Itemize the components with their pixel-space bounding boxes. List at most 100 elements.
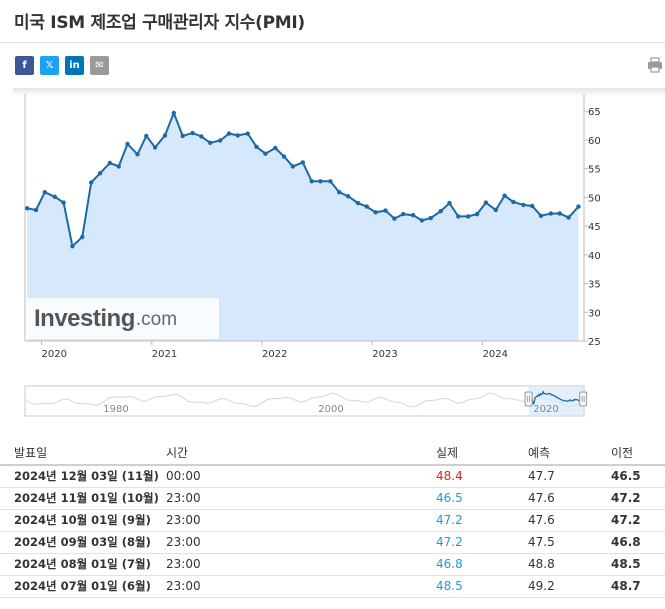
- data-point: [493, 207, 498, 213]
- data-point: [218, 138, 223, 143]
- data-point: [466, 214, 471, 219]
- previous-value: 47.2: [611, 487, 665, 510]
- navigator-label: 2000: [318, 404, 343, 415]
- header-release-date[interactable]: 발표일: [0, 440, 166, 466]
- data-point: [383, 208, 388, 213]
- data-point: [152, 145, 158, 150]
- y-tick-label: 30: [588, 308, 601, 319]
- forecast-value: 47.5: [528, 531, 611, 554]
- data-point: [190, 130, 195, 136]
- data-point: [355, 200, 361, 206]
- data-point: [97, 171, 103, 176]
- chart-container[interactable]: 65 60 55 50 45 40 35 30 25 2020 2021 2022 2023 2024 19…: [13, 88, 665, 428]
- data-point: [447, 200, 452, 206]
- data-point: [199, 134, 204, 139]
- linkedin-share-button[interactable]: in: [65, 56, 84, 75]
- x-tick-label: 2020: [42, 349, 67, 360]
- release-time: 23:00: [166, 531, 436, 554]
- data-point: [566, 215, 571, 220]
- release-date: 2024년 08월 01일 (7월): [0, 553, 166, 576]
- series-area: [27, 113, 579, 341]
- y-tick-label: 65: [588, 107, 601, 118]
- release-time: 23:00: [166, 509, 436, 532]
- data-point: [208, 140, 213, 145]
- navigator-label: 1980: [103, 404, 128, 415]
- data-point: [171, 110, 176, 116]
- y-tick-label: 45: [588, 222, 601, 233]
- forecast-value: 48.8: [528, 553, 611, 576]
- navigator-left-handle[interactable]: [524, 391, 533, 407]
- table-row: 2024년 12월 03일 (11월) 00:00 48.4 47.7 46.5: [0, 465, 665, 488]
- header-previous[interactable]: 이전: [611, 440, 665, 466]
- release-date: 2024년 10월 01일 (9월): [0, 509, 166, 532]
- actual-value: 48.5: [436, 575, 528, 598]
- data-point: [364, 204, 369, 209]
- forecast-value: 49.2: [528, 575, 611, 598]
- data-point: [502, 193, 507, 198]
- data-point: [42, 190, 47, 195]
- y-tick-label: 55: [588, 165, 601, 176]
- navigator-history-line: [25, 392, 584, 408]
- facebook-icon: f: [22, 60, 27, 71]
- previous-value: 48.5: [611, 553, 665, 576]
- data-point: [107, 160, 113, 166]
- data-point: [474, 211, 480, 217]
- navigator-right-handle[interactable]: [579, 391, 588, 407]
- email-share-button[interactable]: ✉: [90, 56, 109, 75]
- data-point: [180, 133, 185, 139]
- actual-value: 47.2: [436, 509, 528, 532]
- data-point: [401, 211, 406, 217]
- data-point: [438, 209, 443, 214]
- email-icon: ✉: [95, 60, 104, 71]
- header-actual[interactable]: 실제: [436, 440, 528, 466]
- data-point: [61, 200, 66, 205]
- table-row: 2024년 08월 01일 (7월) 23:00 46.8 48.8 48.5: [0, 553, 665, 576]
- data-point: [162, 133, 168, 138]
- release-date: 2024년 11월 01일 (10월): [0, 487, 166, 510]
- facebook-share-button[interactable]: f: [15, 56, 34, 75]
- investing-logo: Investing .com: [27, 298, 219, 339]
- header-time[interactable]: 시간: [166, 440, 436, 466]
- y-tick-label: 40: [588, 251, 601, 262]
- release-date: 2024년 09월 03일 (8월): [0, 531, 166, 554]
- data-point: [309, 179, 314, 184]
- data-point: [300, 160, 305, 165]
- data-point: [144, 133, 149, 139]
- table-row: 2024년 07월 01일 (6월) 23:00 48.5 49.2 48.7: [0, 575, 665, 598]
- data-point: [52, 194, 57, 199]
- data-point: [281, 154, 287, 159]
- print-icon[interactable]: [647, 57, 663, 73]
- data-point: [345, 194, 351, 199]
- y-tick-label: 25: [588, 337, 601, 348]
- header-forecast[interactable]: 예측: [528, 440, 611, 466]
- data-point: [337, 190, 342, 195]
- previous-value: 46.5: [611, 465, 665, 488]
- navigator-label: 2020: [533, 404, 558, 415]
- table-row: 2024년 11월 01일 (10월) 23:00 46.5 47.6 47.2: [0, 487, 665, 510]
- data-point: [116, 164, 121, 169]
- data-point: [428, 215, 433, 221]
- y-tick-label: 35: [588, 280, 601, 291]
- y-tick-label: 50: [588, 193, 601, 204]
- data-point: [135, 152, 140, 157]
- previous-value: 48.7: [611, 575, 665, 598]
- x-tick-label: 2023: [372, 349, 397, 360]
- twitter-icon: 𝕏: [45, 60, 54, 71]
- release-time: 23:00: [166, 575, 436, 598]
- data-point: [273, 145, 278, 151]
- x-tick-label: 2022: [262, 349, 287, 360]
- data-point: [235, 133, 240, 138]
- page-title: 미국 ISM 제조업 구매관리자 지수(PMI): [14, 13, 305, 33]
- release-history-table: 발표일 시간 실제 예측 이전 2024년 12월 03일 (11월) 00:0…: [0, 440, 665, 598]
- release-time: 00:00: [166, 465, 436, 488]
- data-point: [521, 202, 526, 208]
- x-tick-label: 2021: [152, 349, 177, 360]
- data-point: [373, 210, 378, 215]
- data-point: [245, 131, 250, 136]
- linkedin-icon: in: [69, 60, 80, 71]
- chart-svg[interactable]: 65 60 55 50 45 40 35 30 25 2020 2021 2022 2023 2024 19…: [13, 88, 665, 428]
- data-point: [410, 213, 416, 218]
- twitter-share-button[interactable]: 𝕏: [40, 56, 59, 75]
- data-point: [548, 211, 554, 216]
- data-point: [80, 234, 85, 240]
